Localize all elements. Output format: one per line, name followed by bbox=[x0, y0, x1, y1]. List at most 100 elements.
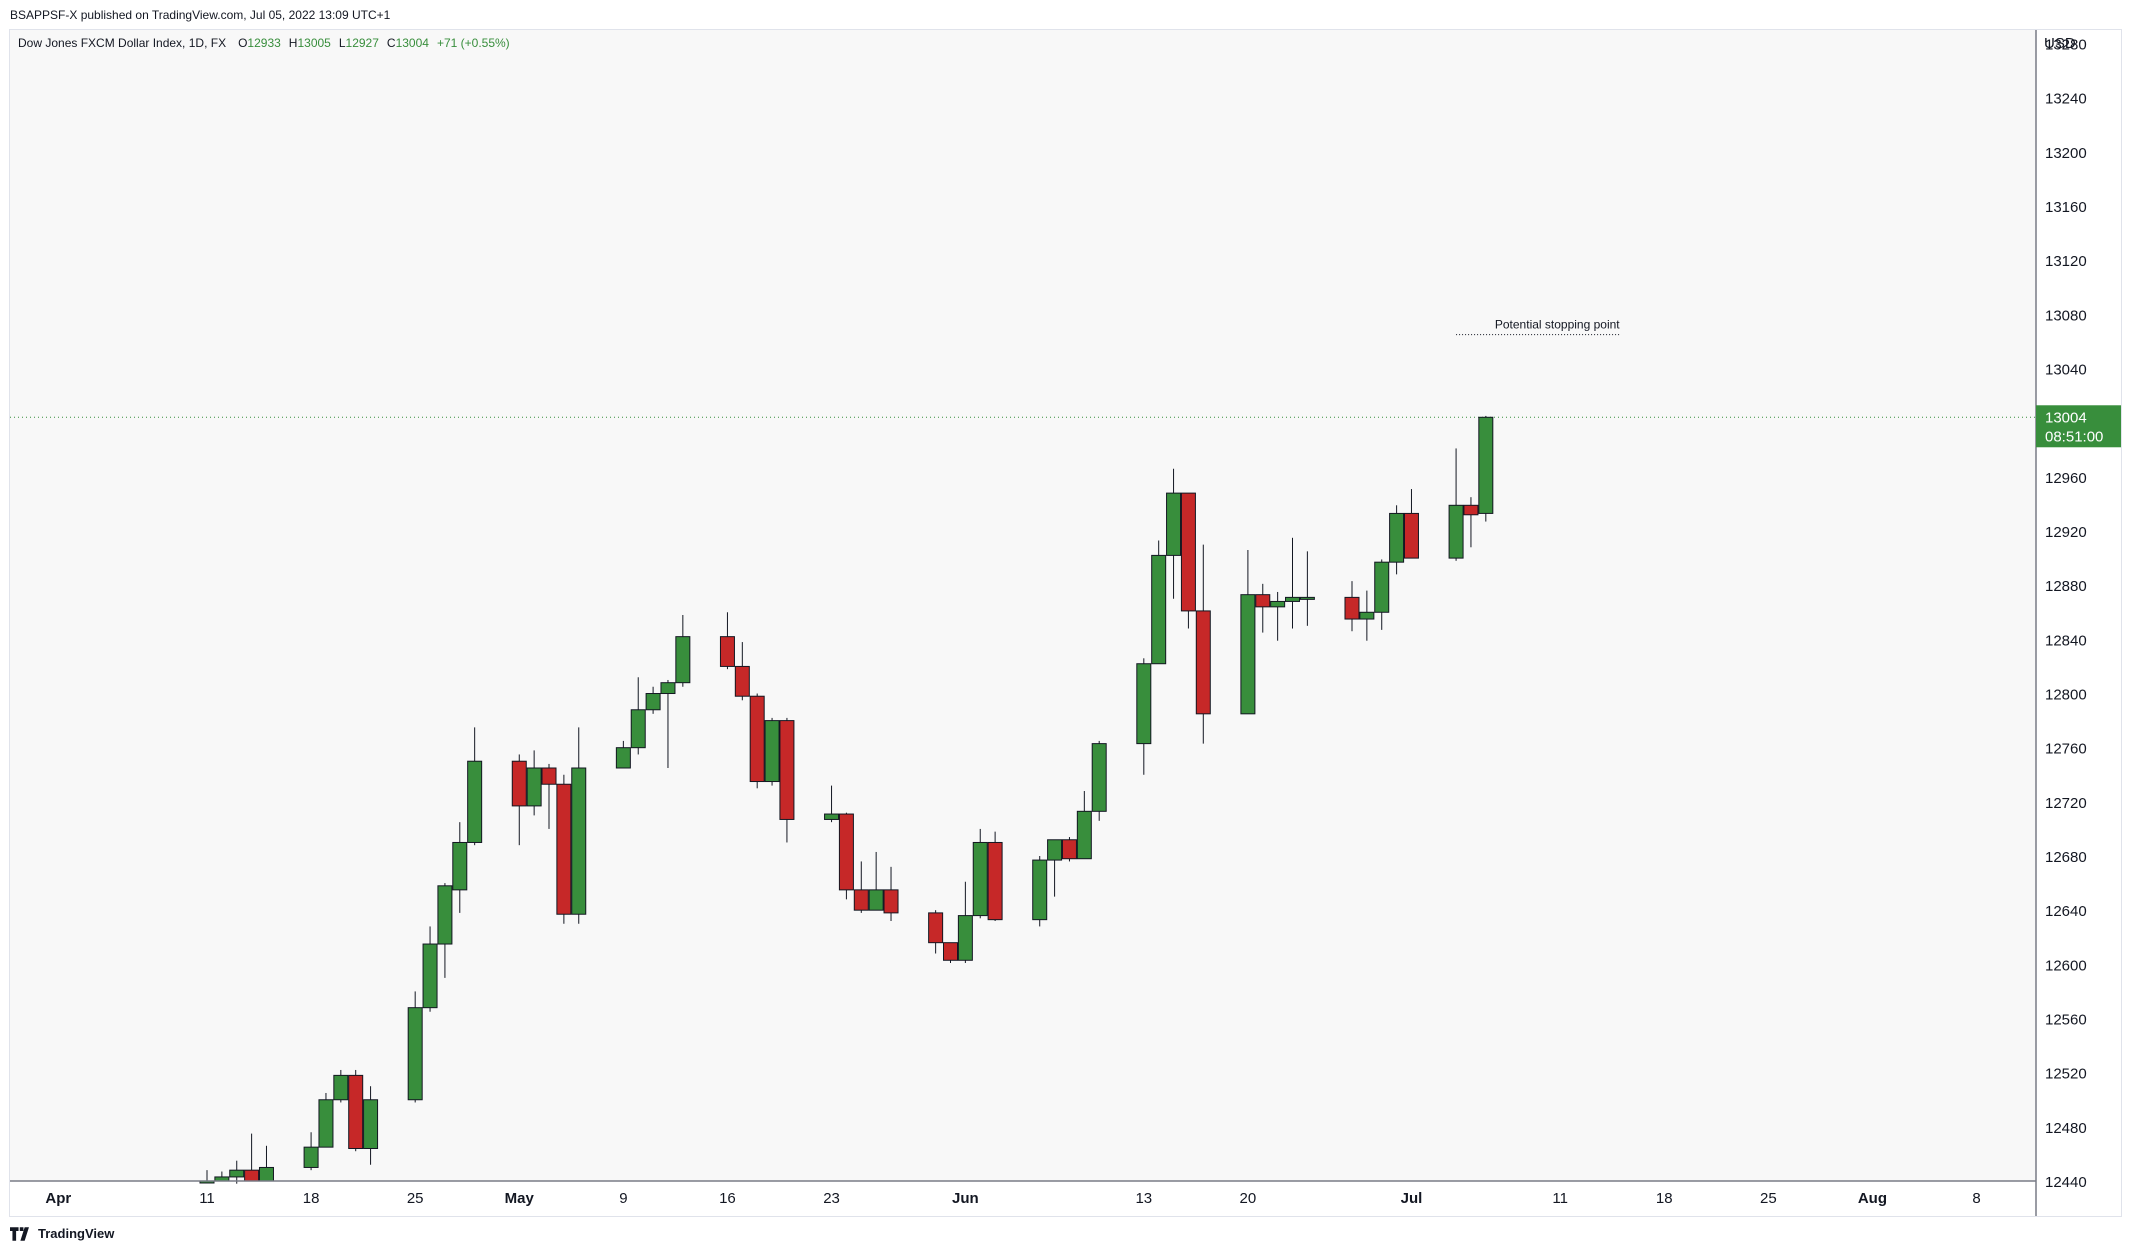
candle-body-up bbox=[1299, 596, 1315, 600]
symbol-legend: Dow Jones FXCM Dollar Index, 1D, FX bbox=[18, 36, 226, 50]
candle-body-up bbox=[407, 1007, 423, 1101]
candle[interactable] bbox=[1285, 537, 1301, 629]
candle[interactable] bbox=[1091, 740, 1107, 821]
candle[interactable] bbox=[645, 686, 661, 714]
candle-body-up bbox=[1076, 810, 1092, 860]
open-label: O bbox=[238, 36, 247, 50]
candle[interactable] bbox=[571, 727, 587, 924]
candle[interactable] bbox=[1076, 791, 1092, 860]
candle[interactable] bbox=[1463, 497, 1479, 548]
candle[interactable] bbox=[467, 727, 483, 846]
candle-body-up bbox=[258, 1166, 274, 1182]
candle[interactable] bbox=[957, 881, 973, 963]
candle[interactable] bbox=[1255, 583, 1271, 633]
candle[interactable] bbox=[348, 1069, 364, 1152]
candle-body-up bbox=[1136, 663, 1152, 745]
candle-body-up bbox=[1240, 594, 1256, 715]
candle-body-up bbox=[675, 636, 691, 684]
candle[interactable] bbox=[452, 822, 468, 913]
candle[interactable] bbox=[1166, 468, 1182, 599]
candle[interactable] bbox=[675, 614, 691, 687]
ohlc-legend: O12933 H13005 L12927 C13004 +71 (+0.55%) bbox=[238, 36, 510, 50]
candle[interactable] bbox=[422, 926, 438, 1012]
candle-body-up bbox=[764, 720, 780, 783]
candle[interactable] bbox=[303, 1132, 319, 1171]
candle[interactable] bbox=[749, 693, 765, 789]
candle[interactable] bbox=[1389, 505, 1405, 575]
candle-body-up bbox=[363, 1099, 379, 1150]
candle[interactable] bbox=[541, 763, 557, 829]
candle[interactable] bbox=[407, 991, 423, 1103]
candle[interactable] bbox=[1374, 559, 1390, 630]
time-tick-label: 25 bbox=[407, 1190, 424, 1207]
candle-body-down bbox=[348, 1074, 364, 1150]
candle[interactable] bbox=[1180, 492, 1196, 629]
candle[interactable] bbox=[1061, 837, 1077, 862]
candle-body-down bbox=[541, 767, 557, 785]
candle-body-up bbox=[303, 1146, 319, 1168]
last-price-tag-bg bbox=[2036, 405, 2121, 448]
candle[interactable] bbox=[630, 677, 646, 755]
candle[interactable] bbox=[1151, 540, 1167, 665]
candle[interactable] bbox=[1240, 549, 1256, 715]
candle-body-up bbox=[1047, 839, 1063, 861]
candle[interactable] bbox=[972, 828, 988, 919]
candle-body-up bbox=[452, 841, 468, 891]
annotation-label: Potential stopping point bbox=[1495, 318, 1620, 332]
candle-body-up bbox=[422, 943, 438, 1009]
candle-body-down bbox=[779, 720, 795, 820]
candle[interactable] bbox=[556, 774, 572, 924]
candle[interactable] bbox=[1136, 658, 1152, 775]
time-tick-label: 11 bbox=[1552, 1190, 1568, 1207]
footer-brand[interactable]: TradingView bbox=[10, 1226, 114, 1241]
candle[interactable] bbox=[734, 642, 750, 701]
candle-body-down bbox=[987, 841, 1003, 921]
chart-pane[interactable] bbox=[10, 30, 2036, 1181]
candle[interactable] bbox=[779, 717, 795, 843]
candle[interactable] bbox=[1403, 489, 1419, 559]
candle[interactable] bbox=[1299, 551, 1315, 626]
candle[interactable] bbox=[660, 679, 676, 768]
candle[interactable] bbox=[229, 1160, 245, 1184]
candle-body-down bbox=[719, 636, 735, 667]
candle[interactable] bbox=[943, 942, 958, 963]
candle[interactable] bbox=[928, 910, 944, 954]
candle[interactable] bbox=[318, 1092, 334, 1148]
candle[interactable] bbox=[363, 1086, 379, 1165]
candle[interactable] bbox=[987, 831, 1003, 922]
candle[interactable] bbox=[333, 1069, 349, 1103]
candle-body-down bbox=[883, 889, 899, 914]
price-tick-label: 13280 bbox=[2045, 37, 2087, 54]
candle[interactable] bbox=[719, 612, 735, 670]
time-tick-label: 9 bbox=[619, 1190, 627, 1207]
candle[interactable] bbox=[824, 785, 840, 823]
candle[interactable] bbox=[1448, 448, 1464, 561]
candle[interactable] bbox=[1478, 415, 1494, 522]
candle[interactable] bbox=[437, 883, 453, 978]
candle[interactable] bbox=[838, 812, 854, 900]
candle[interactable] bbox=[615, 740, 631, 769]
candle-body-down bbox=[1403, 512, 1419, 559]
candle[interactable] bbox=[1359, 590, 1375, 641]
candle[interactable] bbox=[868, 851, 884, 911]
price-tick-label: 13080 bbox=[2045, 307, 2087, 324]
time-tick-label: 8 bbox=[1972, 1190, 1980, 1207]
candle[interactable] bbox=[1047, 839, 1063, 897]
time-tick-label: May bbox=[505, 1190, 535, 1207]
candle[interactable] bbox=[1032, 856, 1048, 927]
candle[interactable] bbox=[511, 754, 527, 846]
candle[interactable] bbox=[526, 750, 542, 816]
candle-body-up bbox=[615, 747, 631, 769]
candle-body-down bbox=[943, 942, 958, 961]
candle[interactable] bbox=[1195, 544, 1211, 744]
candle[interactable] bbox=[853, 861, 869, 913]
candle-body-up bbox=[1389, 512, 1405, 563]
candle[interactable] bbox=[1344, 581, 1360, 632]
close-label: C bbox=[387, 36, 396, 50]
candlestick-chart[interactable]: Dow Jones FXCM Dollar Index, 1D, FX O129… bbox=[10, 30, 2121, 1216]
candle-body-up bbox=[437, 885, 453, 945]
last-price-value: 13004 bbox=[2045, 409, 2087, 426]
candle[interactable] bbox=[764, 717, 780, 786]
candle[interactable] bbox=[883, 866, 899, 922]
candle[interactable] bbox=[1270, 591, 1286, 641]
